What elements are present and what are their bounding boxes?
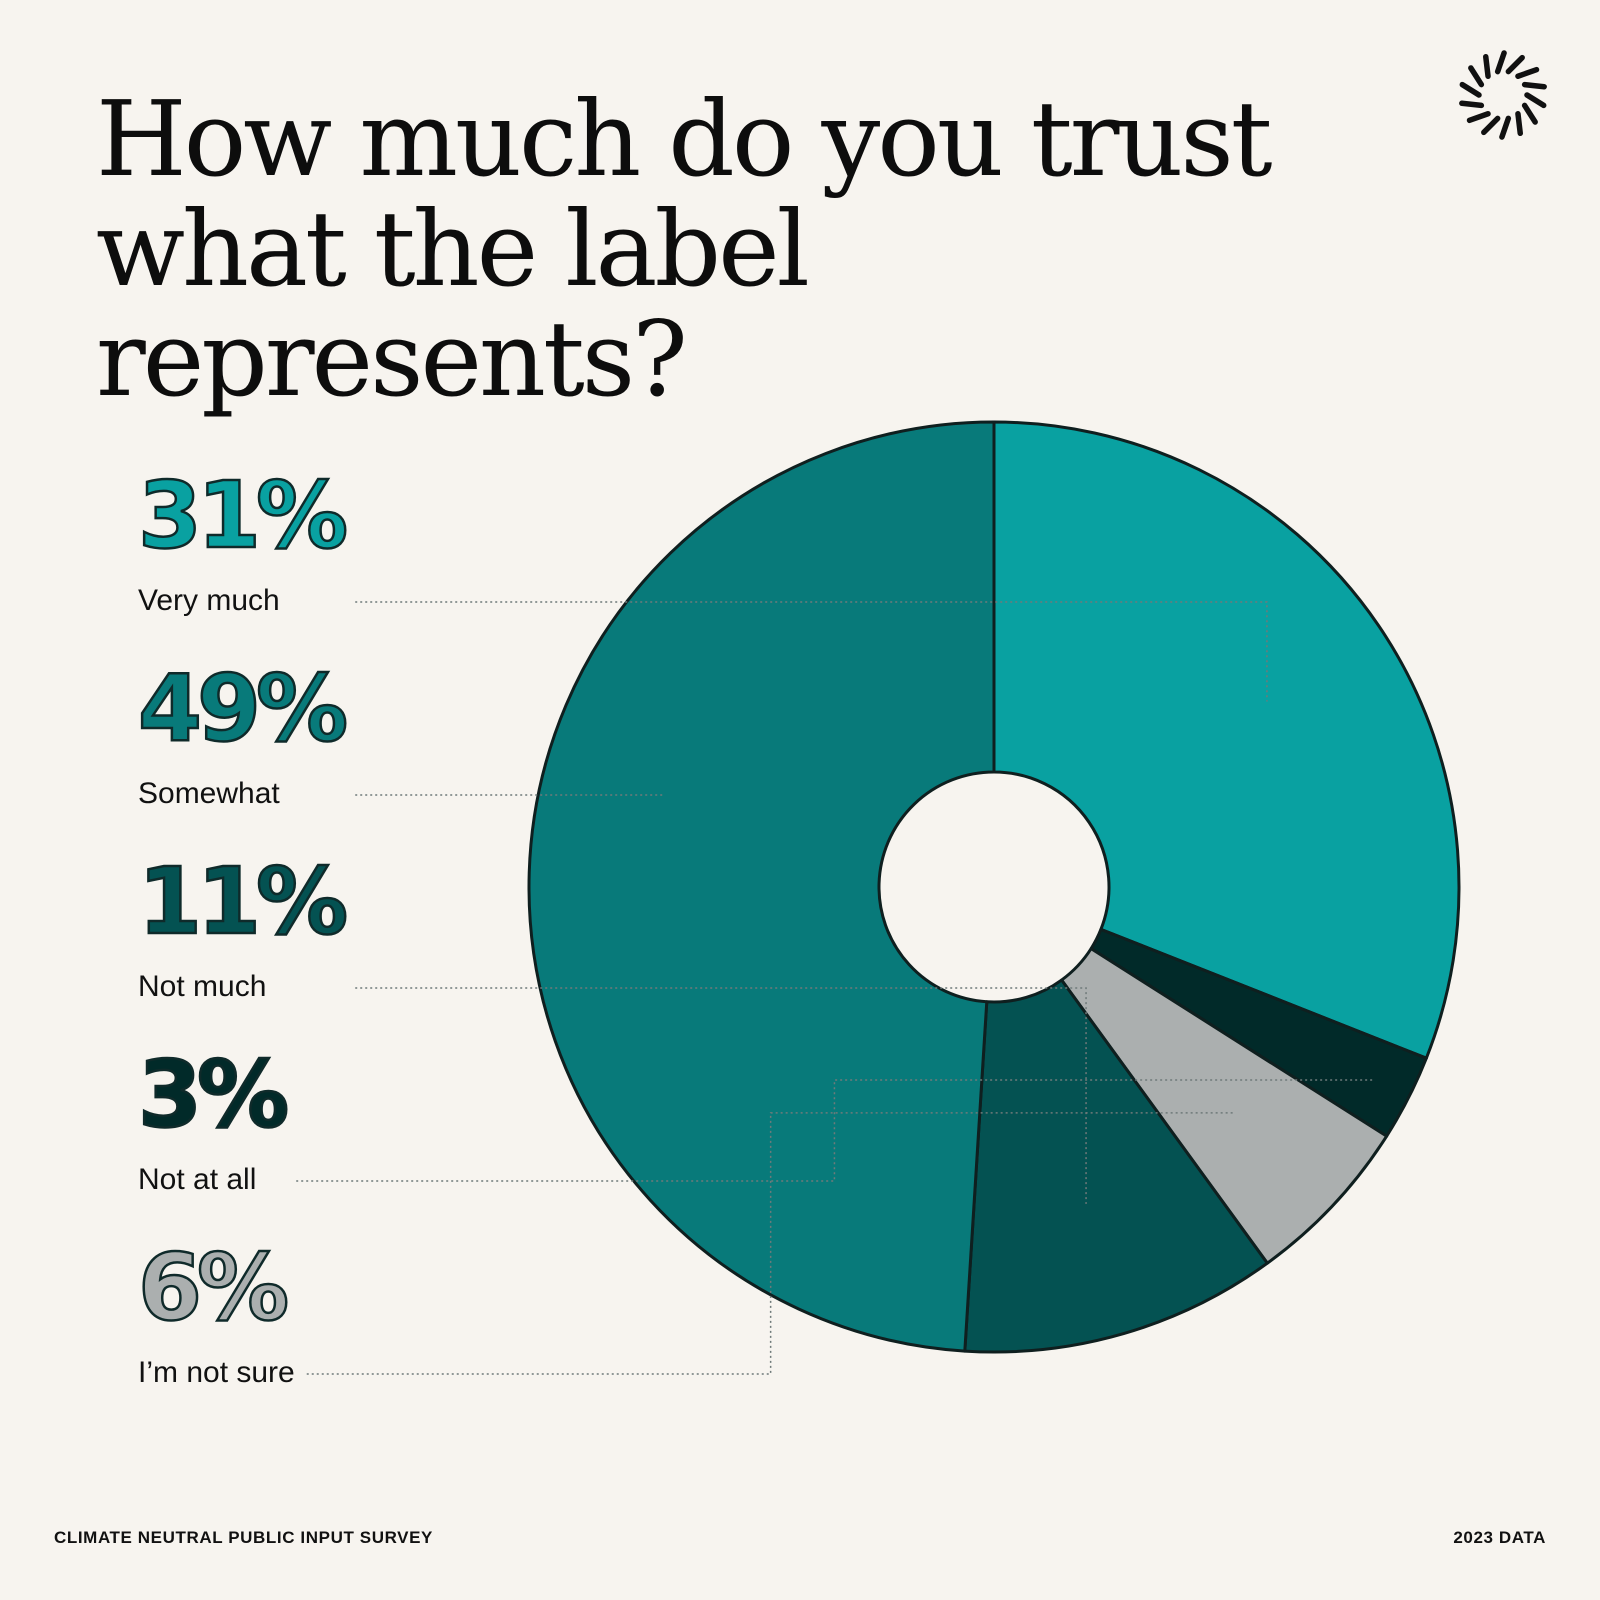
slice-percent: 31% <box>137 462 350 569</box>
pie-slice-not-much <box>963 978 1269 1354</box>
slice-label: I’m not sure <box>138 1356 295 1389</box>
data-year: 2023 DATA <box>1453 1528 1546 1547</box>
legend-entry: 49% Somewhat <box>137 655 350 811</box>
leader-line <box>306 1112 1235 1375</box>
leader-line <box>355 601 1268 702</box>
legend-entry: 31% Very much <box>137 462 350 618</box>
legend-entry: 6% I’m not sure <box>137 1234 295 1390</box>
slice-label: Not much <box>138 970 267 1003</box>
legend-entry: 11% Not much <box>137 848 350 1004</box>
leader-line <box>355 987 1087 1204</box>
slice-percent: 6% <box>137 1234 291 1341</box>
slice-percent: 3% <box>137 1041 291 1148</box>
slice-label: Somewhat <box>138 777 280 810</box>
title-line-2: what the label represents? <box>96 188 810 420</box>
slice-label: Not at all <box>138 1163 257 1196</box>
sunburst-logo-icon <box>1459 50 1547 140</box>
slice-percent: 11% <box>137 848 350 955</box>
slice-percent: 49% <box>137 655 350 762</box>
legend-entry: 3% Not at all <box>137 1041 291 1197</box>
pie-slice-somewhat <box>527 420 996 1353</box>
survey-source: CLIMATE NEUTRAL PUBLIC INPUT SURVEY <box>54 1528 433 1547</box>
slice-label: Very much <box>138 584 280 617</box>
pie-slice-very-much <box>992 420 1461 1060</box>
page-title: How much do you trust what the label rep… <box>96 84 1296 414</box>
title-line-1: How much do you trust <box>96 78 1273 200</box>
pie-slice-i-m-not-sure <box>1060 947 1389 1265</box>
